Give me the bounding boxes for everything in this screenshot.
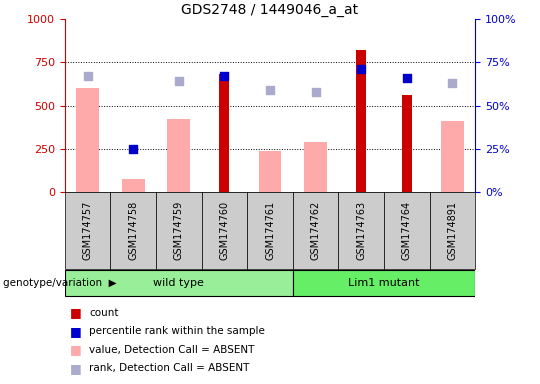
Text: ■: ■	[70, 306, 82, 319]
Bar	[259, 151, 281, 192]
Bar	[339, 192, 384, 269]
Bar	[430, 192, 475, 269]
Bar	[293, 192, 339, 269]
Text: GSM174764: GSM174764	[402, 201, 412, 260]
Bar	[167, 119, 190, 192]
Text: ■: ■	[70, 362, 82, 375]
Point	[220, 73, 229, 79]
Point	[129, 146, 138, 152]
Text: Lim1 mutant: Lim1 mutant	[348, 278, 420, 288]
Point	[266, 87, 274, 93]
Bar	[76, 88, 99, 192]
Text: GSM174760: GSM174760	[219, 201, 230, 260]
Point	[402, 75, 411, 81]
Point	[448, 80, 457, 86]
Bar	[402, 95, 412, 192]
Bar	[156, 192, 201, 269]
Bar	[384, 192, 430, 269]
Point	[357, 66, 366, 73]
Bar	[304, 142, 327, 192]
Text: GSM174891: GSM174891	[448, 201, 457, 260]
Bar	[293, 270, 475, 296]
Text: wild type: wild type	[153, 278, 204, 288]
Point	[311, 89, 320, 95]
Bar	[356, 50, 366, 192]
Text: GSM174762: GSM174762	[310, 201, 321, 260]
Bar	[65, 270, 293, 296]
Text: GSM174758: GSM174758	[128, 201, 138, 260]
Point	[83, 73, 92, 79]
Text: GSM174763: GSM174763	[356, 201, 366, 260]
Bar	[201, 192, 247, 269]
Text: percentile rank within the sample: percentile rank within the sample	[89, 326, 265, 336]
Text: GSM174761: GSM174761	[265, 201, 275, 260]
Title: GDS2748 / 1449046_a_at: GDS2748 / 1449046_a_at	[181, 3, 359, 17]
Text: count: count	[89, 308, 119, 318]
Text: ■: ■	[70, 325, 82, 338]
Bar	[122, 179, 145, 192]
Text: ■: ■	[70, 343, 82, 356]
Text: value, Detection Call = ABSENT: value, Detection Call = ABSENT	[89, 345, 254, 355]
Text: GSM174759: GSM174759	[174, 201, 184, 260]
Text: rank, Detection Call = ABSENT: rank, Detection Call = ABSENT	[89, 363, 249, 373]
Bar	[110, 192, 156, 269]
Bar	[441, 121, 464, 192]
Text: GSM174757: GSM174757	[83, 201, 92, 260]
Text: genotype/variation  ▶: genotype/variation ▶	[3, 278, 116, 288]
Bar	[65, 192, 110, 269]
Point	[174, 78, 183, 84]
Bar	[219, 74, 230, 192]
Bar	[247, 192, 293, 269]
